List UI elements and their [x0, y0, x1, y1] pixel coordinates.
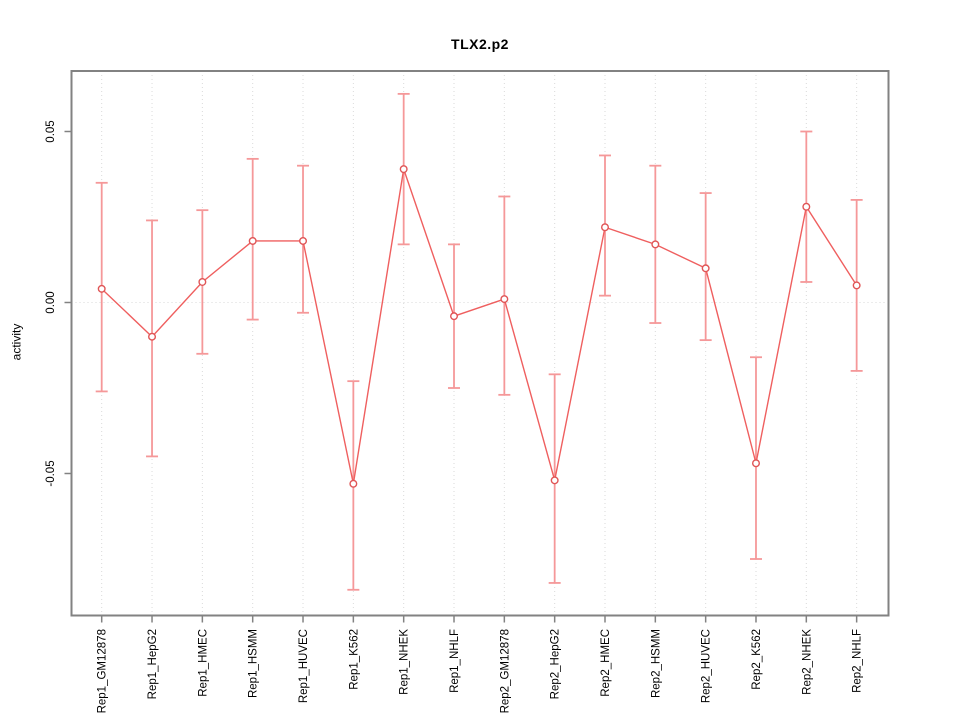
y-tick-label: 0.05	[45, 120, 57, 142]
x-tick-label: Rep2_HepG2	[550, 629, 562, 699]
error-bars	[95, 92, 863, 591]
x-tick-label: Rep2_HMEC	[600, 629, 612, 697]
data-point	[97, 284, 106, 293]
y-tick-label: 0.00	[45, 291, 57, 313]
data-point	[751, 459, 760, 468]
chart-title: TLX2.p2	[451, 36, 509, 52]
x-tick-label: Rep1_K562	[348, 629, 360, 690]
data-point	[299, 236, 308, 245]
x-tick-label: Rep1_GM12878	[97, 629, 109, 713]
data-point	[802, 202, 811, 211]
x-tick-label: Rep1_HepG2	[147, 629, 159, 699]
x-tick-label: Rep2_GM12878	[499, 629, 511, 713]
x-tick-label: Rep1_HUVEC	[298, 629, 310, 703]
plot-frame	[70, 70, 890, 617]
x-tick-label: Rep2_HUVEC	[701, 629, 713, 703]
x-tick-label: Rep2_K562	[751, 629, 763, 690]
x-axis: Rep1_GM12878 Rep1_HepG2 Rep1_HMEC Rep1_HSMM…	[97, 615, 864, 713]
data-point	[852, 281, 861, 290]
x-tick-label: Rep1_HMEC	[197, 629, 209, 697]
data-point	[701, 264, 710, 273]
series-line	[101, 168, 858, 484]
data-point	[399, 165, 408, 174]
x-tick-label: Rep1_NHEK	[399, 629, 411, 695]
y-axis: 0.05 0.00 -0.05	[45, 120, 72, 487]
x-tick-label: Rep2_NHEK	[801, 629, 813, 695]
x-tick-label: Rep2_NHLF	[852, 629, 864, 693]
x-tick-label: Rep2_HSMM	[650, 629, 662, 698]
data-point	[198, 277, 207, 286]
y-axis-title-text: activity	[9, 323, 24, 361]
x-tick-label: Rep1_NHLF	[449, 629, 461, 693]
data-point	[550, 476, 559, 485]
x-tick-label: Rep1_HSMM	[248, 629, 260, 698]
data-point	[500, 295, 509, 304]
data-point	[450, 312, 459, 321]
data-point	[601, 223, 610, 232]
y-tick-label: -0.05	[45, 460, 57, 486]
data-point	[248, 236, 257, 245]
data-point	[148, 332, 157, 341]
data-point	[349, 479, 358, 488]
grid-lines	[71, 71, 889, 616]
data-points	[97, 165, 861, 488]
data-point	[651, 240, 660, 249]
error-bar	[749, 356, 762, 560]
